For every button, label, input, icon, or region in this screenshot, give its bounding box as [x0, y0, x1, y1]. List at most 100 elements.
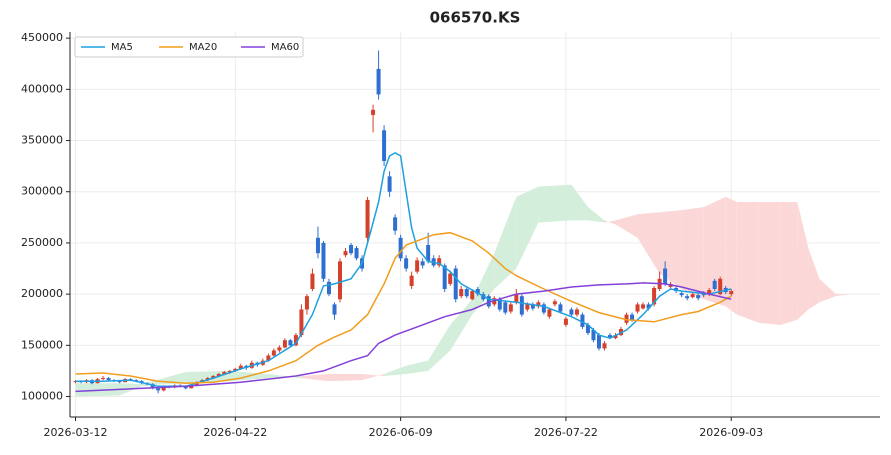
candle-body — [585, 324, 590, 334]
candle-body — [288, 340, 293, 346]
cloud-segment — [362, 373, 385, 381]
legend-label: MA60 — [271, 42, 299, 53]
cloud-segment — [587, 207, 605, 223]
candle-body — [238, 365, 243, 369]
candle-body — [332, 304, 337, 315]
candle-body — [404, 258, 409, 269]
candle-body — [299, 309, 304, 336]
x-tick-label: 2026-09-03 — [699, 426, 763, 439]
legend-label: MA20 — [189, 42, 217, 53]
candle-body — [233, 368, 238, 371]
cloud-segment — [615, 214, 638, 238]
candle-body — [150, 384, 155, 389]
candle-body — [161, 386, 166, 391]
candle-body — [437, 258, 442, 266]
candle-body — [293, 335, 298, 346]
y-tick-label: 150000 — [21, 338, 63, 351]
candle-body — [596, 335, 601, 349]
candle-body — [536, 302, 541, 307]
candle-body — [718, 278, 723, 295]
candle-body — [216, 373, 221, 377]
candle-body — [266, 355, 271, 361]
candle-body — [508, 304, 513, 312]
candle-body — [354, 248, 359, 259]
cloud-segment — [835, 294, 853, 297]
candle-body — [486, 296, 491, 307]
candle-body — [442, 265, 447, 290]
candle-body — [563, 318, 568, 325]
cloud-segment — [406, 360, 429, 374]
candle-body — [310, 273, 315, 290]
candle-body — [503, 302, 508, 313]
legend-box — [74, 36, 304, 58]
candle-body — [696, 295, 701, 299]
candle-body — [541, 304, 546, 313]
cloud-segment — [797, 201, 809, 320]
candle-body — [608, 335, 612, 338]
cloud-segment — [681, 207, 704, 300]
candle-body — [602, 343, 607, 349]
candle-body — [277, 347, 282, 351]
candle-body — [475, 289, 480, 295]
candle-body — [349, 244, 354, 254]
candle-body — [729, 291, 734, 295]
candle-body — [580, 314, 585, 327]
cloud-segment — [472, 253, 495, 315]
cloud-segment — [163, 371, 186, 385]
candle-body — [382, 130, 387, 162]
x-tick-label: 2026-03-12 — [44, 426, 108, 439]
cloud-segment — [301, 373, 329, 382]
candle-body — [227, 370, 232, 372]
x-tick-label: 2026-04-22 — [203, 426, 267, 439]
candle-body — [558, 304, 563, 312]
candle-body — [338, 261, 342, 300]
candle-body — [652, 287, 657, 305]
candle-body — [635, 304, 640, 312]
candle-body — [315, 237, 320, 254]
candle-body — [641, 304, 646, 309]
candle-body — [630, 314, 635, 320]
candle-body — [343, 251, 348, 256]
candle-body — [365, 199, 370, 238]
candle-body — [393, 217, 398, 231]
candle-body — [525, 304, 530, 310]
cloud-segment — [819, 278, 836, 303]
candle-body — [101, 378, 106, 380]
candle-body — [183, 386, 188, 389]
candle-body — [271, 350, 276, 356]
candle-body — [574, 309, 579, 315]
y-tick-label: 350000 — [21, 134, 63, 147]
candle-body — [530, 304, 535, 309]
candle-body — [690, 294, 695, 298]
ma-line — [75, 231, 732, 384]
x-tick-label: 2026-06-09 — [369, 426, 433, 439]
candle-body — [547, 309, 552, 317]
y-tick-label: 400000 — [21, 82, 63, 95]
y-tick-label: 250000 — [21, 236, 63, 249]
cloud-segment — [450, 299, 473, 351]
candle-body — [420, 261, 425, 266]
x-tick-label: 2026-07-22 — [534, 426, 598, 439]
candle-body — [117, 381, 122, 383]
candle-body — [426, 244, 431, 262]
cloud-segment — [604, 220, 616, 225]
candle-body — [448, 273, 453, 284]
marks — [73, 50, 734, 394]
candle-body — [376, 68, 381, 95]
ma-line — [75, 151, 732, 388]
candle-body — [613, 335, 618, 339]
candle-body — [663, 268, 668, 284]
candle-body — [514, 294, 519, 303]
candle-body — [679, 293, 684, 296]
candle-body — [371, 109, 376, 115]
candle-body — [624, 314, 629, 323]
candle-body — [415, 260, 420, 272]
candle-body — [464, 289, 469, 297]
cloud-segment — [268, 373, 302, 379]
cloud-segment — [328, 373, 363, 382]
y-tick-label: 200000 — [21, 287, 63, 300]
y-tick-label: 450000 — [21, 31, 63, 44]
candle-body — [409, 275, 414, 286]
candle-body — [387, 176, 392, 192]
